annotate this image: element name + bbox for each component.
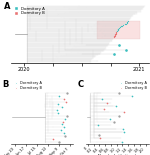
X-axis label: Nos. (substitutions): Nos. (substitutions)	[98, 154, 136, 155]
Legend: Dormitory A, Dormitory B: Dormitory A, Dormitory B	[12, 81, 42, 90]
Legend: Dormitory A, Dormitory B: Dormitory A, Dormitory B	[12, 7, 45, 15]
Legend: Dormitory A, Dormitory B: Dormitory A, Dormitory B	[117, 81, 147, 90]
Bar	[97, 21, 140, 39]
Text: B: B	[2, 80, 8, 89]
Text: C: C	[78, 80, 84, 89]
Text: A: A	[4, 2, 10, 11]
